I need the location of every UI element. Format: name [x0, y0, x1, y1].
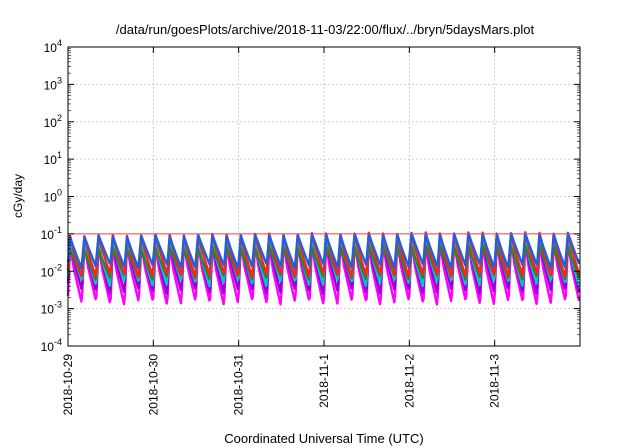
series-group — [66, 231, 581, 306]
x-tick-label: 2018-11-2 — [402, 354, 416, 408]
chart-title: /data/run/goesPlots/archive/2018-11-03/2… — [116, 22, 535, 37]
y-tick-label: 102 — [44, 113, 62, 130]
series-line — [66, 231, 581, 270]
series-line — [66, 231, 581, 279]
x-tick-label: 2018-11-1 — [317, 354, 331, 408]
y-tick-label: 10-4 — [41, 337, 62, 354]
x-tick-label: 2018-11-3 — [488, 354, 502, 408]
y-tick-label: 103 — [44, 75, 62, 92]
y-tick-label: 10-3 — [41, 300, 62, 317]
tick-marks — [67, 46, 580, 347]
x-tick-labels: 2018-10-29 2018-10-30 2018-10-31 2018-11-1 2… — [61, 354, 502, 416]
y-axis-label: cGy/day — [11, 174, 25, 218]
x-axis-label: Coordinated Universal Time (UTC) — [224, 431, 423, 446]
x-tick-label: 2018-10-29 — [61, 354, 75, 416]
y-tick-label: 100 — [44, 188, 62, 205]
y-tick-label: 10-2 — [41, 262, 62, 279]
x-tick-label: 2018-10-30 — [146, 354, 160, 416]
series-line — [66, 241, 581, 306]
y-tick-labels: 104 103 102 101 100 10-1 10-2 10-3 10-4 — [41, 38, 62, 354]
series-line — [66, 236, 581, 295]
x-tick-label: 2018-10-31 — [232, 354, 246, 416]
y-tick-label: 101 — [44, 150, 62, 167]
y-tick-label: 104 — [44, 38, 62, 55]
y-tick-label: 10-1 — [41, 225, 62, 242]
